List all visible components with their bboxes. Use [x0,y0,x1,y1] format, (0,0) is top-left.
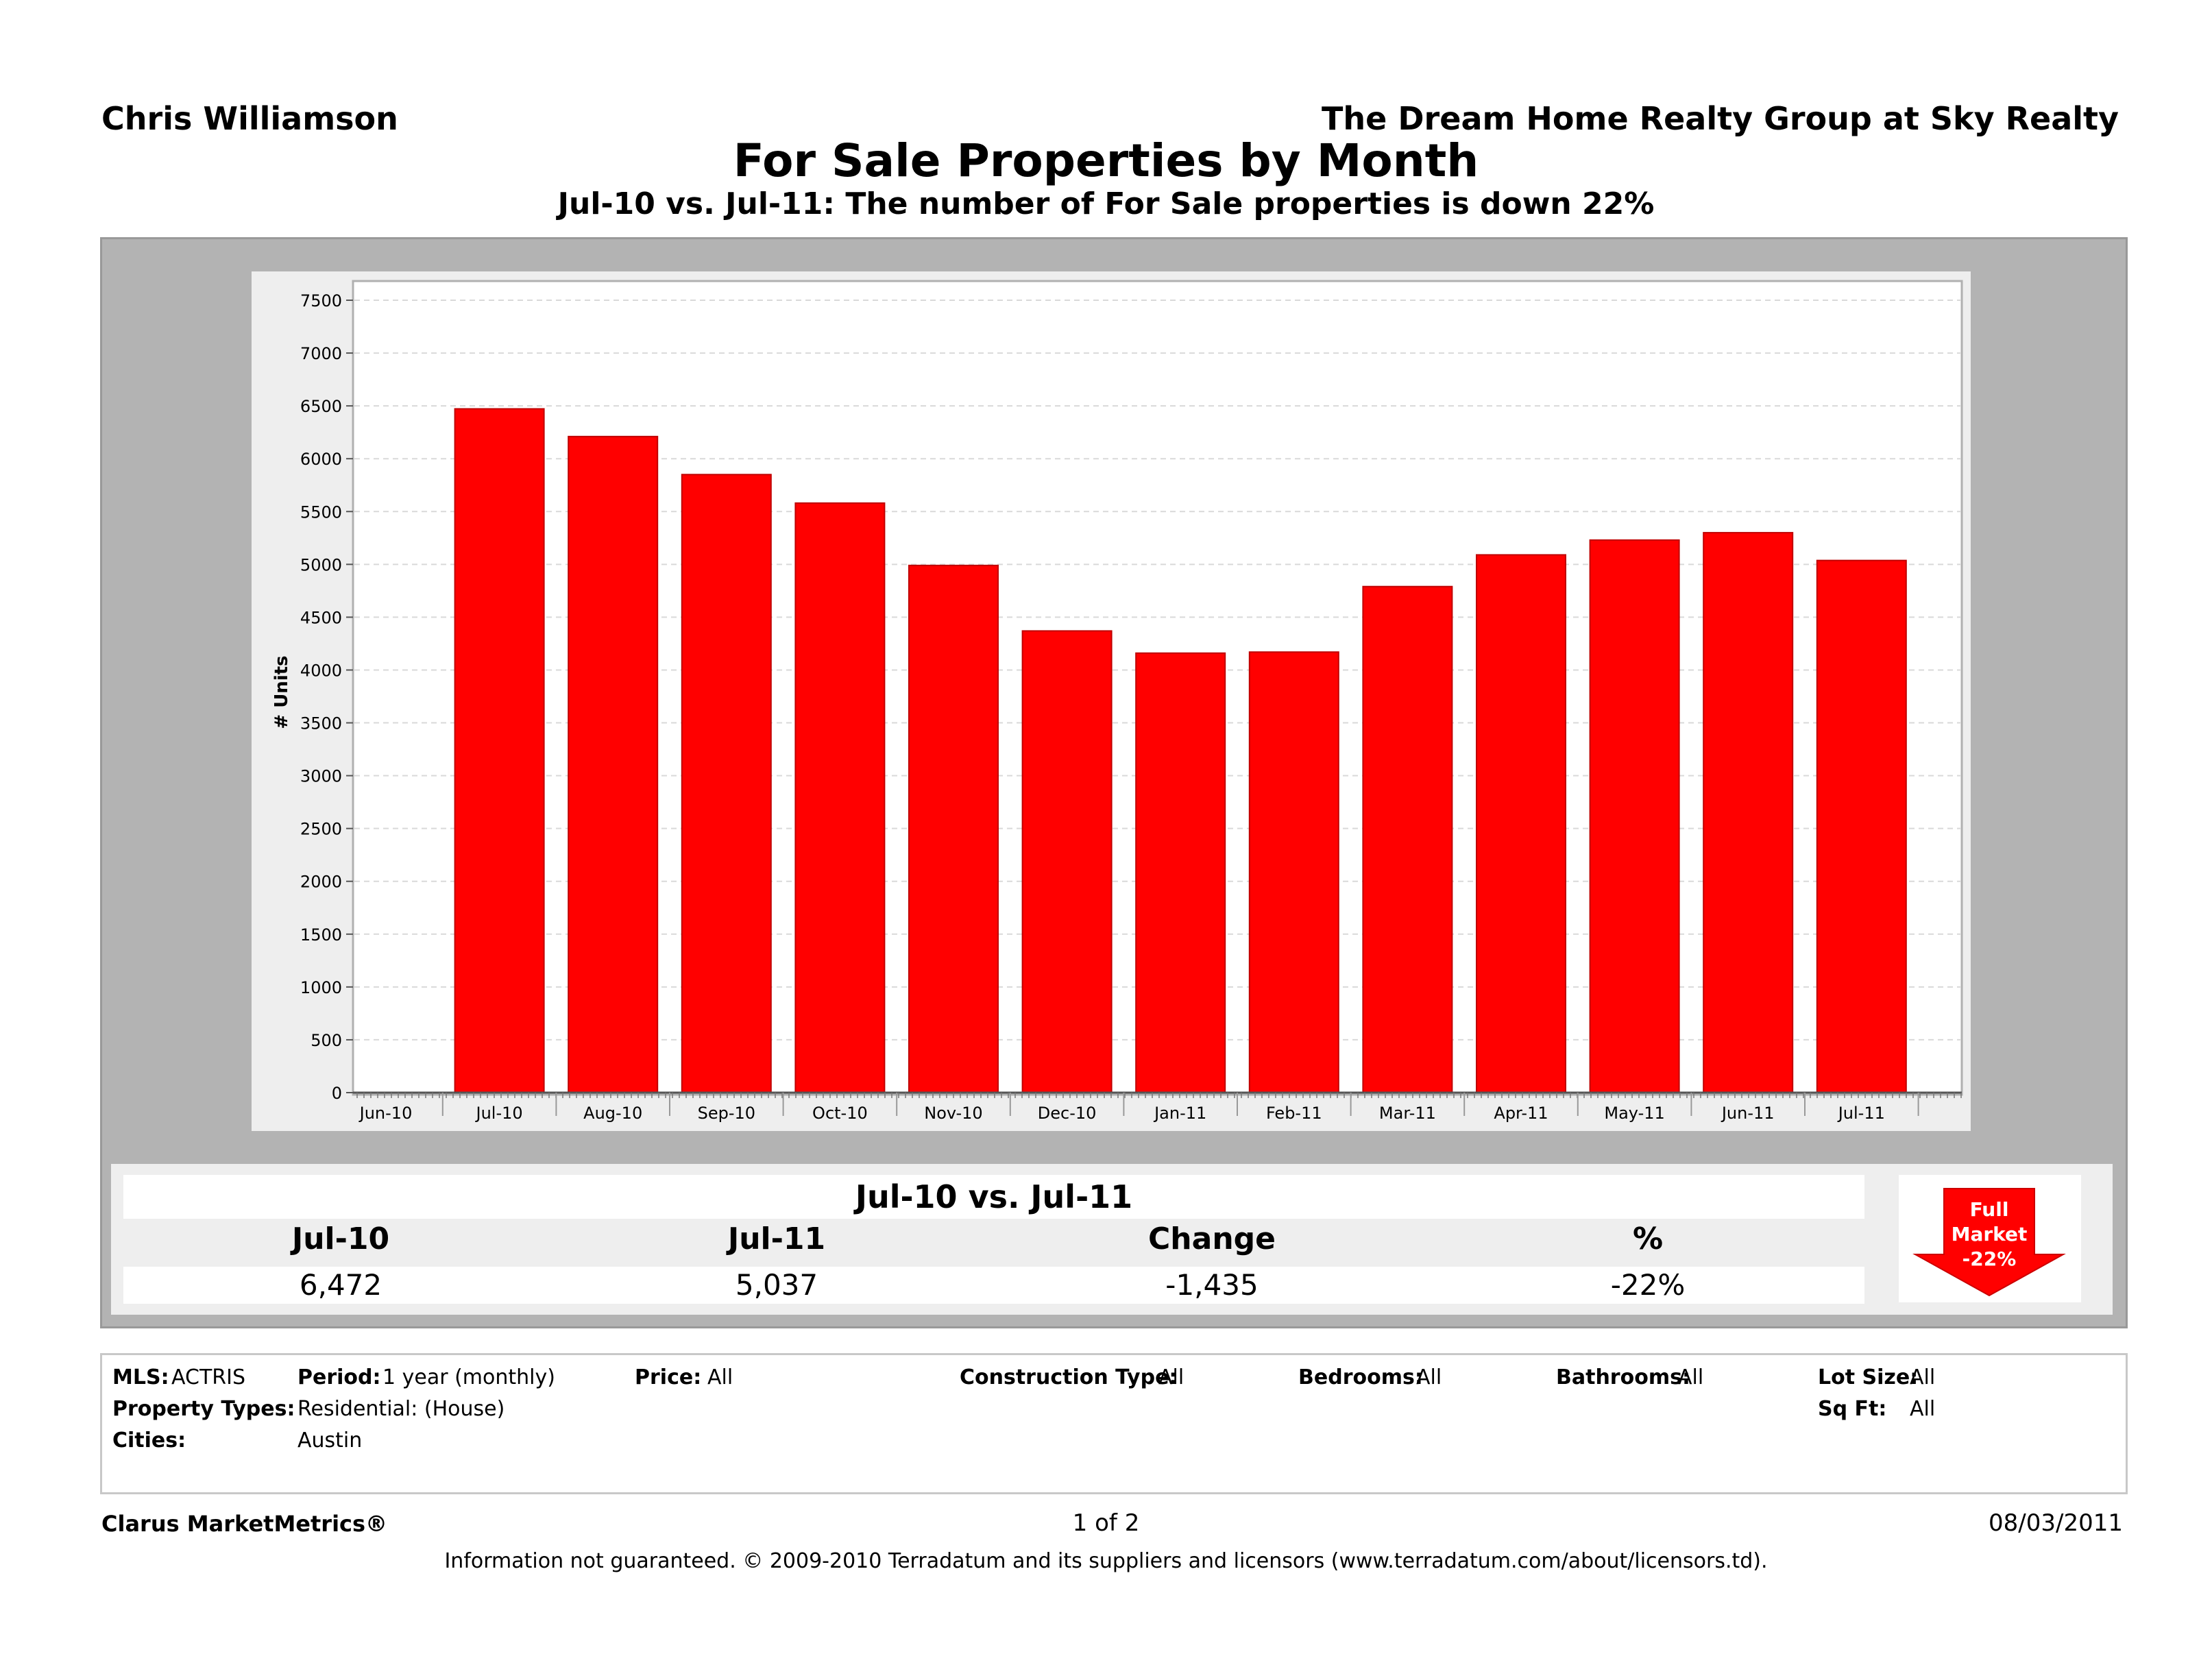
bar [1248,651,1339,1093]
summary-col-percent-label: % [1632,1221,1664,1256]
down-arrow-icon: Full Market -22% [1912,1188,2066,1297]
summary-col-jul11-label: Jul-11 [727,1221,826,1256]
y-tick-label: 5000 [300,555,342,574]
filter-bedrooms-value: All [1416,1365,1442,1389]
bar [1703,532,1794,1093]
summary-col-jul10-value: 6,472 [299,1268,382,1302]
x-tick-label: Oct-10 [812,1104,868,1123]
filter-proptype-value: Residential: (House) [297,1397,505,1421]
filters-panel [100,1353,2128,1494]
y-tick-label: 2000 [300,873,342,892]
filter-mls-value: ACTRIS [171,1365,246,1389]
filter-bedrooms-label: Bedrooms: [1298,1365,1423,1389]
badge-line3: -22% [1962,1248,2017,1270]
filter-mls-label: MLS: [112,1365,169,1389]
y-tick-label: 5500 [300,502,342,522]
x-tick-label: Jan-11 [1153,1104,1206,1123]
summary-col-jul10-label: Jul-10 [291,1221,390,1256]
x-tick-label: Mar-11 [1379,1104,1436,1123]
bar [1362,585,1453,1093]
x-tick-label: Jun-10 [358,1104,413,1123]
badge-line1: Full [1970,1198,2009,1221]
summary-col-percent-value: -22% [1610,1268,1686,1302]
x-tick-label: Aug-10 [583,1104,642,1123]
summary-heading: Jul-10 vs. Jul-11 [123,1175,1864,1219]
summary-col-jul11-value: 5,037 [735,1268,818,1302]
filter-price-value: All [707,1365,733,1389]
filter-period-value: 1 year (monthly) [382,1365,555,1389]
x-tick-label: Feb-11 [1266,1104,1322,1123]
badge-line2: Market [1952,1223,2028,1245]
bar [1589,539,1680,1093]
x-tick-label: Jun-11 [1721,1104,1775,1123]
filter-period-label: Period: [297,1365,381,1389]
y-tick-label: 4000 [300,661,342,680]
page-subtitle: Jul-10 vs. Jul-11: The number of For Sal… [557,186,1655,221]
y-tick-label: 1500 [300,925,342,945]
y-tick-label: 6500 [300,397,342,416]
y-tick-label: 500 [311,1031,342,1050]
x-tick-label: Jul-11 [1837,1104,1885,1123]
disclaimer: Information not guaranteed. © 2009-2010 … [444,1549,1768,1573]
y-tick-label: 3000 [300,767,342,786]
y-tick-label: 2500 [300,820,342,839]
x-tick-label: Sep-10 [698,1104,755,1123]
summary-values-row [123,1267,1864,1304]
bar [681,474,772,1093]
filter-proptype-label: Property Types: [112,1397,295,1421]
bar [1021,630,1113,1093]
bar [1816,559,1907,1094]
y-tick-label: 0 [332,1084,342,1103]
agent-name: Chris Williamson [101,100,398,137]
y-axis-label: # Units [271,655,292,729]
filter-cities-label: Cities: [112,1428,186,1452]
report-date: 08/03/2011 [1989,1509,2123,1537]
page-number: 1 of 2 [1072,1509,1140,1537]
bar-chart: 0 500 1000 1500 2000 2500 3000 3500 4000 4500 5000… [271,280,1963,1123]
filter-lotsize-label: Lot Size: [1818,1365,1919,1389]
summary-col-change-label: Change [1148,1221,1276,1256]
x-tick-label: Apr-11 [1494,1104,1548,1123]
filter-cities-value: Austin [297,1428,363,1452]
bar [568,435,659,1094]
x-tick-label: Dec-10 [1038,1104,1097,1123]
bar [454,408,545,1093]
filter-bathrooms-label: Bathrooms: [1556,1365,1690,1389]
bar [908,564,999,1093]
y-tick-label: 7000 [300,344,342,363]
summary-col-change-value: -1,435 [1165,1268,1259,1302]
filter-lotsize-value: All [1910,1365,1936,1389]
filter-bathrooms-value: All [1678,1365,1704,1389]
y-tick-label: 1000 [300,978,342,997]
y-tick-label: 6000 [300,450,342,469]
brand-name: Clarus MarketMetrics® [101,1511,388,1537]
x-tick-label: Jul-10 [475,1104,523,1123]
x-tick-label: May-11 [1604,1104,1664,1123]
y-tick-label: 4500 [300,608,342,627]
filter-sqft-label: Sq Ft: [1818,1397,1887,1421]
y-tick-label: 3500 [300,714,342,733]
x-tick-label: Nov-10 [924,1104,982,1123]
bar [1476,554,1566,1094]
company-name: The Dream Home Realty Group at Sky Realt… [1322,100,2119,137]
filter-construction-value: All [1158,1365,1184,1389]
page-title: For Sale Properties by Month [733,134,1479,187]
filter-price-label: Price: [635,1365,702,1389]
bar [1135,652,1226,1093]
bar [794,502,886,1094]
filter-construction-label: Construction Type: [960,1365,1178,1389]
y-tick-label: 7500 [300,291,342,311]
filter-sqft-value: All [1910,1397,1936,1421]
